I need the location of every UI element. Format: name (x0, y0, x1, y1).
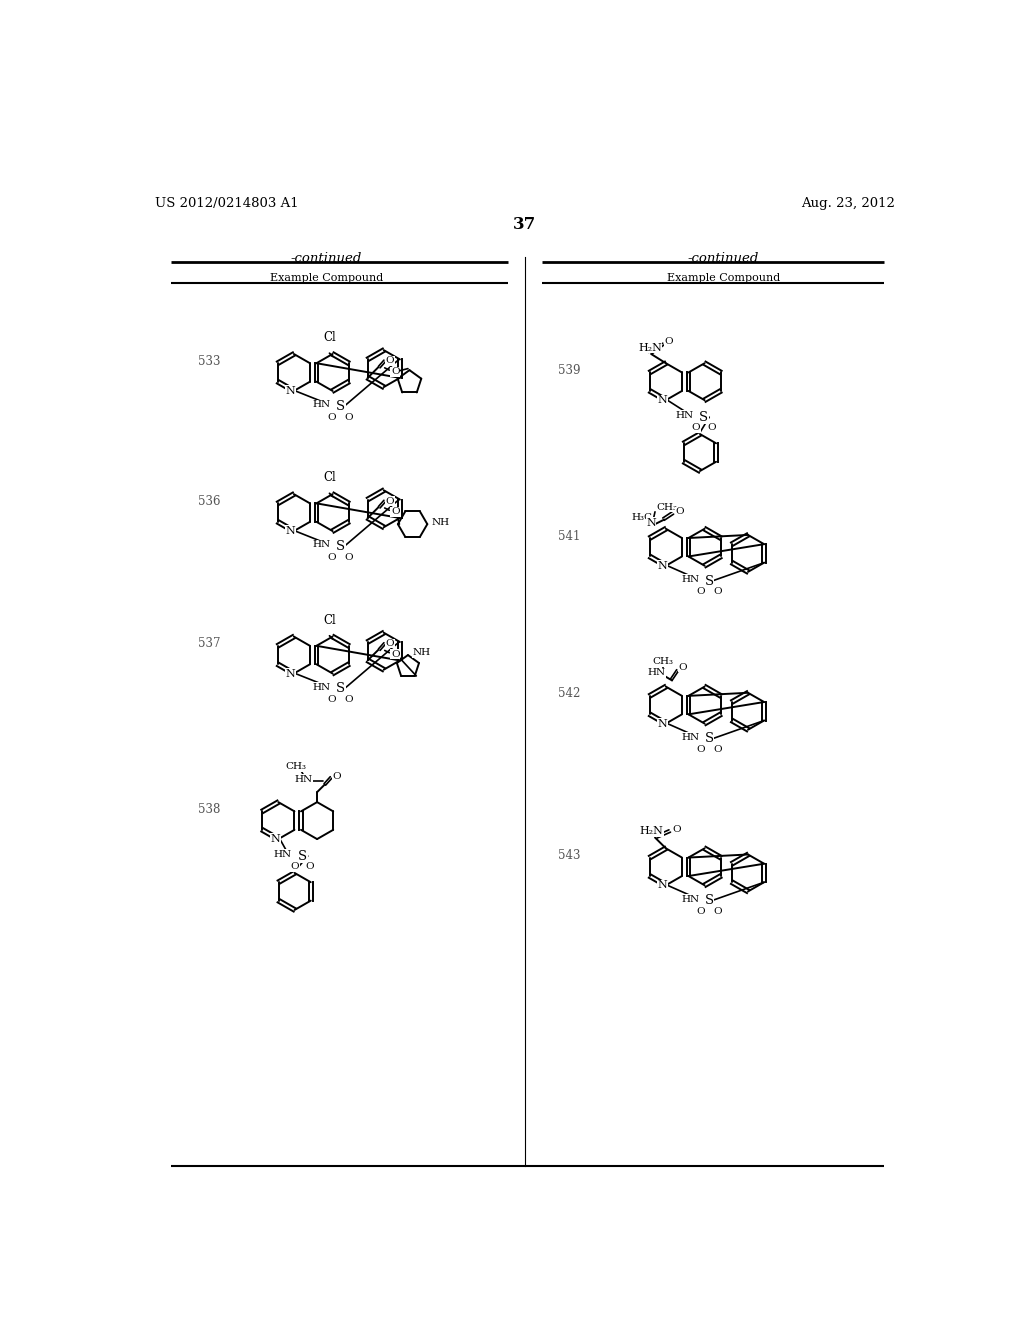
Text: O: O (708, 424, 716, 433)
Text: O: O (385, 639, 394, 648)
Text: Example Compound: Example Compound (269, 273, 383, 282)
Text: O: O (675, 507, 684, 516)
Text: O: O (714, 587, 722, 597)
Text: H₂N: H₂N (640, 826, 664, 837)
Text: H₂N: H₂N (638, 343, 662, 352)
Text: N: N (657, 561, 668, 570)
Text: S: S (699, 411, 709, 424)
Text: HN: HN (312, 540, 331, 549)
Text: O: O (328, 696, 336, 704)
Text: Cl: Cl (324, 614, 336, 627)
Text: N: N (646, 517, 656, 528)
Text: N: N (270, 834, 281, 843)
Text: CH₃: CH₃ (652, 657, 673, 667)
Text: O: O (385, 356, 394, 366)
Text: HN: HN (682, 895, 699, 904)
Text: 536: 536 (198, 495, 220, 508)
Text: N: N (286, 385, 296, 396)
Text: 543: 543 (558, 849, 581, 862)
Text: O: O (678, 663, 687, 672)
Text: O: O (692, 424, 700, 433)
Text: O: O (391, 507, 399, 516)
Text: O: O (344, 553, 353, 562)
Text: N: N (286, 668, 296, 678)
Text: H₃C: H₃C (632, 512, 652, 521)
Text: 542: 542 (558, 688, 581, 701)
Text: Cl: Cl (324, 471, 336, 484)
Text: Aug. 23, 2012: Aug. 23, 2012 (802, 197, 895, 210)
Text: S: S (705, 894, 714, 907)
Text: S: S (705, 574, 714, 587)
Text: HN: HN (312, 400, 331, 409)
Text: HN: HN (274, 850, 292, 859)
Text: O: O (672, 825, 681, 833)
Text: N: N (286, 527, 296, 536)
Text: HN: HN (682, 733, 699, 742)
Text: 37: 37 (513, 216, 537, 234)
Text: O: O (714, 907, 722, 916)
Text: O: O (665, 337, 673, 346)
Text: HN: HN (294, 775, 312, 784)
Text: HN: HN (676, 411, 693, 420)
Text: S: S (336, 682, 345, 696)
Text: O: O (328, 553, 336, 562)
Text: -continued: -continued (687, 252, 759, 265)
Text: -continued: -continued (291, 252, 362, 265)
Text: NH: NH (413, 648, 431, 657)
Text: S: S (705, 733, 714, 746)
Text: HN: HN (682, 576, 699, 583)
Text: 533: 533 (198, 355, 220, 368)
Text: O: O (391, 649, 399, 659)
Text: O: O (391, 367, 399, 376)
Text: Example Compound: Example Compound (667, 273, 780, 282)
Text: N: N (657, 880, 668, 890)
Text: HN: HN (312, 682, 331, 692)
Text: O: O (328, 413, 336, 421)
Text: NH: NH (432, 519, 451, 527)
Text: O: O (714, 746, 722, 754)
Text: 541: 541 (558, 529, 581, 543)
Text: S: S (298, 850, 307, 862)
Text: O: O (344, 696, 353, 704)
Text: Cl: Cl (324, 331, 336, 345)
Text: O: O (306, 862, 314, 871)
Text: O: O (385, 496, 394, 506)
Text: CH₃: CH₃ (285, 762, 306, 771)
Text: 538: 538 (198, 803, 220, 816)
Text: O: O (696, 907, 706, 916)
Text: S: S (336, 540, 345, 553)
Text: O: O (344, 413, 353, 421)
Text: N: N (657, 718, 668, 729)
Text: US 2012/0214803 A1: US 2012/0214803 A1 (155, 197, 299, 210)
Text: 539: 539 (558, 364, 581, 378)
Text: S: S (336, 400, 345, 413)
Text: 537: 537 (198, 638, 220, 651)
Text: O: O (291, 862, 299, 871)
Text: HN: HN (647, 668, 666, 677)
Text: O: O (696, 587, 706, 597)
Text: O: O (696, 746, 706, 754)
Text: CH₃: CH₃ (656, 503, 678, 512)
Text: N: N (657, 395, 668, 405)
Text: O: O (333, 772, 341, 781)
